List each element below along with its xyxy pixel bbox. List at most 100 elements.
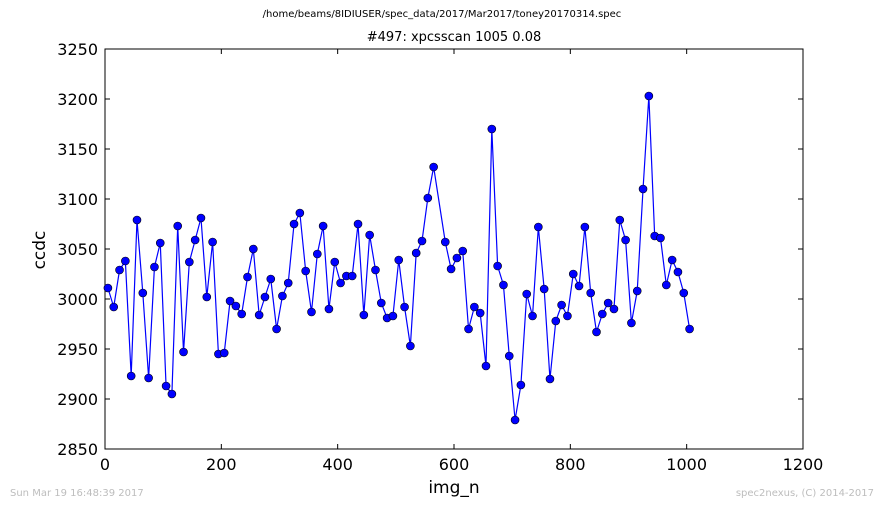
x-tick-label: 600 xyxy=(439,455,470,474)
footer-credit: spec2nexus, (C) 2014-2017 xyxy=(735,488,874,499)
data-point xyxy=(638,184,648,194)
data-point xyxy=(179,347,188,357)
data-point xyxy=(144,373,153,383)
footer-timestamp: Sun Mar 19 16:48:39 2017 xyxy=(10,488,144,499)
y-tick-label: 2850 xyxy=(57,440,98,459)
data-point xyxy=(278,291,287,301)
data-point xyxy=(539,284,549,294)
data-point xyxy=(400,302,409,312)
data-point xyxy=(528,311,537,321)
data-point xyxy=(586,288,595,298)
x-tick-label: 400 xyxy=(322,455,353,474)
data-point xyxy=(155,238,165,248)
data-point xyxy=(673,267,683,277)
data-point xyxy=(580,222,590,232)
data-point xyxy=(126,371,136,381)
data-point xyxy=(243,272,252,282)
data-point xyxy=(423,193,433,203)
data-point xyxy=(336,278,345,288)
data-point xyxy=(121,256,130,266)
data-point xyxy=(167,389,177,399)
data-point xyxy=(429,162,438,172)
data-point xyxy=(644,91,654,101)
data-point xyxy=(475,308,485,318)
data-point xyxy=(353,219,363,229)
data-point xyxy=(592,327,601,337)
data-point xyxy=(150,262,159,272)
y-tick-label: 2900 xyxy=(57,390,98,409)
data-point xyxy=(231,301,241,311)
data-point xyxy=(196,213,206,223)
data-point xyxy=(667,255,677,265)
data-point xyxy=(603,298,613,308)
data-point xyxy=(621,235,630,245)
data-point xyxy=(627,318,636,328)
series-line xyxy=(107,95,691,421)
data-point xyxy=(173,221,183,231)
data-point xyxy=(499,280,508,290)
data-point xyxy=(272,324,281,334)
x-tick-label: 0 xyxy=(100,455,110,474)
data-point xyxy=(662,280,671,290)
data-point xyxy=(208,237,217,247)
y-tick-label: 3050 xyxy=(57,240,98,259)
data-point xyxy=(615,215,625,225)
figure-suptitle: /home/beams/8IDIUSER/spec_data/2017/Mar2… xyxy=(262,9,622,20)
data-point xyxy=(446,264,456,274)
data-point xyxy=(365,230,374,240)
data-point xyxy=(656,233,665,243)
data-point xyxy=(406,341,415,351)
axes-frame xyxy=(104,48,804,450)
data-point xyxy=(318,221,328,231)
data-point xyxy=(685,324,694,334)
x-tick-label: 1000 xyxy=(666,455,707,474)
data-point xyxy=(440,237,450,247)
data-point xyxy=(510,415,520,425)
chart-title: #497: xpcsscan 1005 0.08 xyxy=(366,30,542,45)
data-point xyxy=(313,249,322,259)
data-point xyxy=(260,292,270,302)
data-point xyxy=(283,278,293,288)
data-point xyxy=(545,374,555,384)
data-point xyxy=(411,248,421,258)
data-point xyxy=(557,300,566,310)
data-point xyxy=(190,235,200,245)
x-tick-label: 800 xyxy=(555,455,586,474)
data-point xyxy=(516,380,526,390)
data-point xyxy=(289,219,299,229)
data-point xyxy=(185,257,194,267)
data-point xyxy=(388,311,398,321)
data-point xyxy=(324,304,334,314)
data-point xyxy=(225,296,235,306)
y-tick-label: 3200 xyxy=(57,90,98,109)
data-point xyxy=(504,351,514,361)
data-point xyxy=(632,286,642,296)
data-point xyxy=(568,269,578,279)
data-point xyxy=(458,246,468,256)
data-point xyxy=(295,208,305,218)
data-point xyxy=(609,304,619,314)
y-tick-label: 3100 xyxy=(57,190,98,209)
data-point xyxy=(679,288,689,298)
data-point xyxy=(307,307,316,317)
data-point xyxy=(563,311,572,321)
data-point xyxy=(249,244,258,254)
data-point xyxy=(103,283,113,293)
data-point xyxy=(115,265,124,275)
data-point xyxy=(109,302,119,312)
data-point xyxy=(574,281,584,291)
data-point xyxy=(237,309,246,319)
data-point xyxy=(487,124,497,134)
data-point xyxy=(464,324,473,334)
data-point xyxy=(452,253,462,263)
x-tick-label: 1200 xyxy=(783,455,824,474)
axes-border xyxy=(104,48,804,450)
data-point xyxy=(417,236,427,246)
data-point xyxy=(161,381,171,391)
axis-ticks: 0 200 400 600 800 1000 1200 2850 2900 2950 3000 305… xyxy=(57,40,823,474)
data-point xyxy=(376,298,386,308)
data-point xyxy=(598,309,607,319)
data-point xyxy=(470,302,479,312)
data-point xyxy=(522,289,532,299)
